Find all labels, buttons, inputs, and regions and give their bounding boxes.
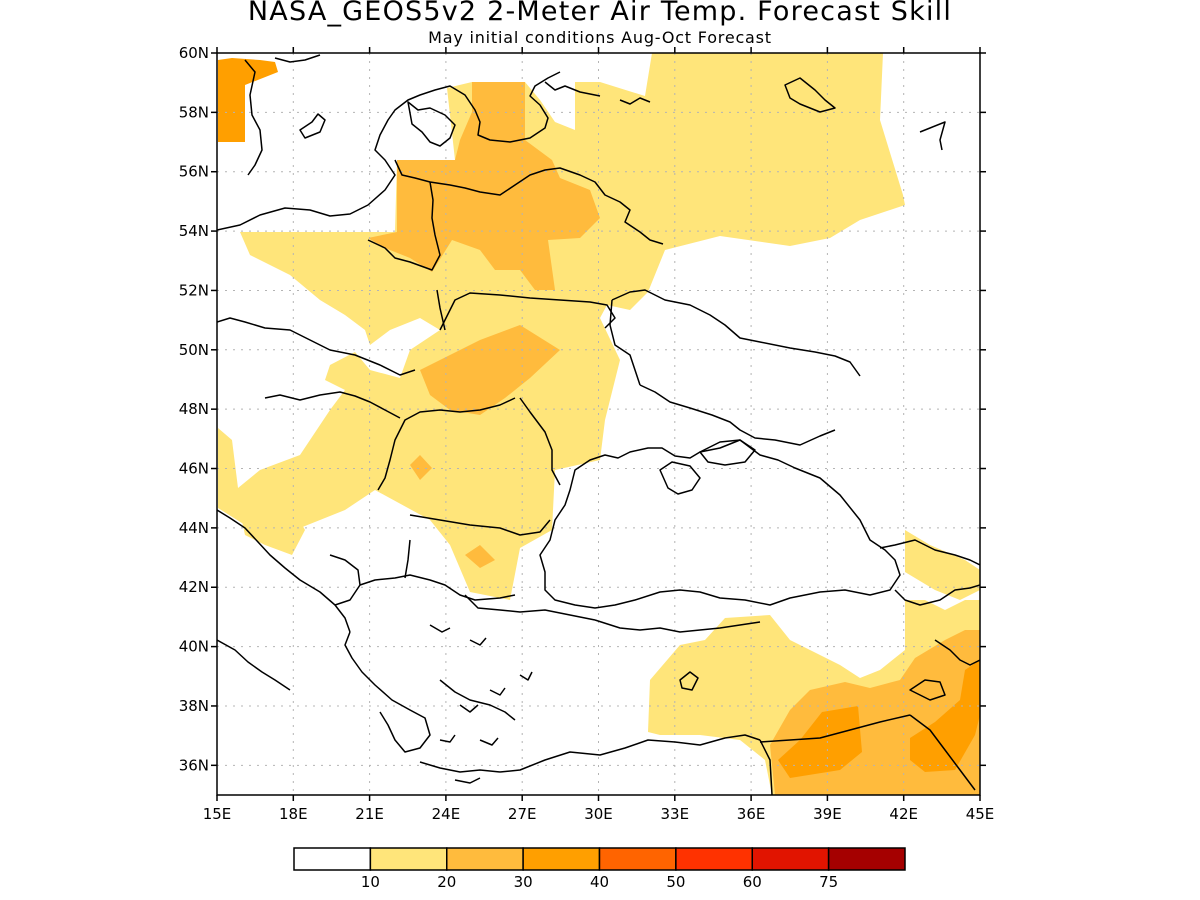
lon-tick-label: 36E [737,805,766,823]
colorbar-segment [827,847,906,871]
colorbar-segment [751,847,830,871]
skill-region-adriatic [240,505,305,555]
lat-tick-label: 48N [179,400,209,418]
colorbar-label: 40 [590,873,609,891]
lat-tick-label: 56N [179,163,209,181]
lon-tick-label: 21E [355,805,384,823]
lon-tick-label: 42E [889,805,918,823]
lat-ticks: 36N 38N 40N 42N 44N 46N 48N 50N 52N 54N 56N 58N 60N [179,44,986,774]
skill-region-north [218,53,905,600]
lon-tick-label: 30E [584,805,613,823]
colorbar-segment [598,847,677,871]
colorbar-label: 20 [437,873,456,891]
lat-tick-label: 46N [179,460,209,478]
colorbar-label: 75 [819,873,838,891]
colorbar-label: 30 [514,873,533,891]
colorbar-segment [369,847,448,871]
skill-region-balkan [465,545,495,568]
lon-tick-label: 33E [661,805,690,823]
colorbar-segment [675,847,753,871]
map-title: NASA_GEOS5v2 2-Meter Air Temp. Forecast … [247,0,953,27]
lat-tick-label: 60N [179,44,209,62]
lat-tick-label: 54N [179,222,209,240]
lat-tick-label: 36N [179,756,209,774]
lon-tick-label: 45E [966,805,995,823]
lon-ticks: 15E 18E 21E 24E 27E 30E 33E 36E 39E 42E 45E [203,47,995,823]
lat-tick-label: 58N [179,103,209,121]
lon-tick-label: 24E [432,805,461,823]
colorbar-segment [446,847,524,871]
lon-tick-label: 39E [813,805,842,823]
skill-region-syria [778,706,862,778]
lon-tick-label: 15E [203,805,232,823]
lat-tick-label: 42N [179,578,209,596]
lat-tick-label: 50N [179,341,209,359]
skill-region-danube [410,455,432,480]
colorbar-label: 10 [361,873,380,891]
lat-tick-label: 52N [179,281,209,299]
skill-region-norway [218,58,278,142]
skill-shading [218,53,980,795]
skill-region-baltic [368,82,600,290]
colorbar-segment [522,847,601,871]
colorbar-label: 50 [666,873,685,891]
lat-tick-label: 38N [179,697,209,715]
lat-tick-label: 44N [179,519,209,537]
colorbar-label: 60 [743,873,762,891]
coastlines [217,54,980,795]
lat-tick-label: 40N [179,638,209,656]
skill-region-mesopotamia [910,660,980,772]
skill-region-carpathian [420,325,560,415]
lon-tick-label: 27E [508,805,537,823]
colorbar: 10 20 30 40 50 60 75 [293,847,906,891]
lon-tick-label: 18E [279,805,308,823]
colorbar-segment [293,847,372,871]
map-subtitle: May initial conditions Aug-Oct Forecast [428,28,772,47]
skill-region-caucasus [905,530,980,600]
